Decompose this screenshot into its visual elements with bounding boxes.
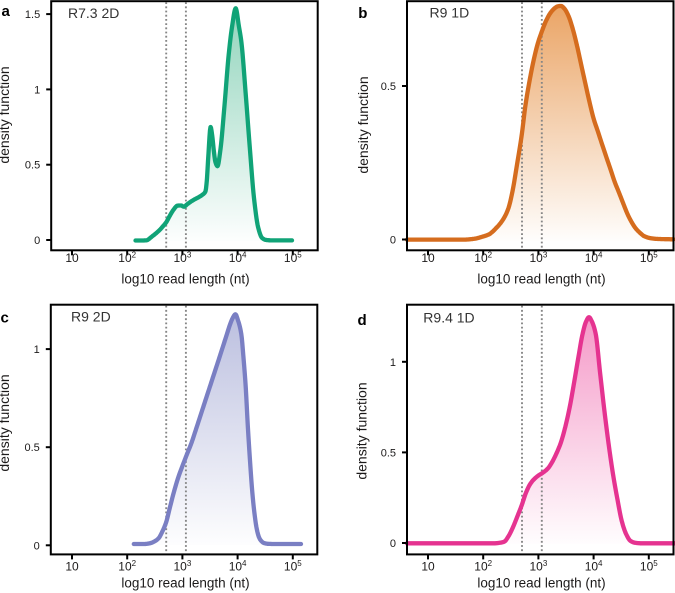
svg-text:log10 read length (nt): log10 read length (nt) (477, 576, 605, 591)
svg-text:log10 read length (nt): log10 read length (nt) (477, 272, 605, 287)
svg-text:10: 10 (421, 560, 435, 574)
svg-text:R9 2D: R9 2D (71, 309, 111, 325)
svg-text:b: b (358, 5, 367, 22)
svg-text:0.5: 0.5 (25, 442, 40, 454)
svg-text:R7.3 2D: R7.3 2D (68, 5, 119, 21)
svg-text:a: a (2, 3, 11, 20)
svg-text:density function: density function (0, 374, 12, 471)
svg-text:log10 read length (nt): log10 read length (nt) (121, 576, 249, 591)
svg-text:0.5: 0.5 (381, 81, 396, 93)
svg-text:0: 0 (34, 540, 40, 552)
svg-text:1: 1 (34, 344, 40, 356)
svg-text:1: 1 (34, 84, 40, 96)
svg-text:density function: density function (0, 66, 12, 163)
svg-text:R9 1D: R9 1D (430, 5, 470, 21)
svg-text:10: 10 (421, 251, 435, 265)
svg-text:d: d (358, 312, 367, 329)
svg-text:1.5: 1.5 (25, 9, 40, 21)
svg-text:10: 10 (65, 251, 79, 265)
svg-text:c: c (1, 310, 9, 327)
svg-text:0: 0 (34, 235, 40, 247)
svg-text:density function: density function (355, 76, 371, 173)
svg-text:0: 0 (390, 235, 396, 247)
svg-text:1: 1 (390, 357, 396, 369)
svg-text:10: 10 (65, 560, 79, 574)
svg-text:0.5: 0.5 (381, 447, 396, 459)
svg-text:0: 0 (390, 538, 396, 550)
svg-text:log10 read length (nt): log10 read length (nt) (121, 272, 249, 287)
svg-text:0.5: 0.5 (25, 160, 40, 172)
svg-text:R9.4 1D: R9.4 1D (423, 309, 474, 325)
svg-text:density function: density function (354, 382, 370, 479)
